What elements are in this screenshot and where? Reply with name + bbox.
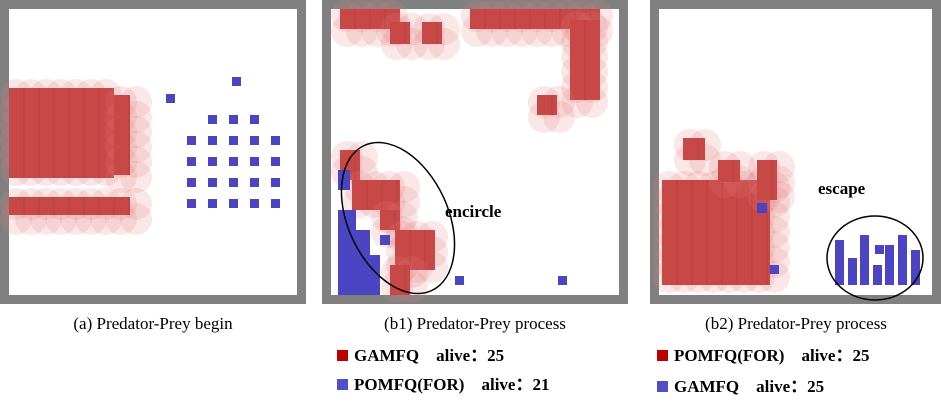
- prey: [208, 136, 217, 145]
- legend-entry: GAMFQ alive：25: [354, 346, 504, 365]
- predator-block: [757, 160, 777, 200]
- prey: [250, 157, 259, 166]
- prey: [229, 157, 238, 166]
- prey: [232, 77, 241, 86]
- caption: (a) Predator-Prey begin: [73, 314, 233, 333]
- prey: [229, 199, 238, 208]
- annotation: escape: [818, 179, 866, 198]
- predator-block: [9, 197, 130, 215]
- predator-block: [537, 95, 557, 115]
- prey: [271, 199, 280, 208]
- prey: [208, 157, 217, 166]
- prey: [873, 265, 882, 285]
- prey: [208, 178, 217, 187]
- legend-swatch: [657, 381, 668, 392]
- prey: [229, 136, 238, 145]
- prey: [250, 178, 259, 187]
- predator-block: [9, 88, 114, 178]
- legend-entry: GAMFQ alive：25: [674, 377, 824, 396]
- predator-block: [422, 22, 442, 44]
- prey: [187, 136, 196, 145]
- prey: [380, 235, 390, 245]
- prey: [885, 245, 894, 285]
- prey: [455, 276, 464, 285]
- predator-block: [683, 138, 705, 160]
- prey: [271, 178, 280, 187]
- predator-block: [352, 180, 400, 210]
- prey: [898, 235, 907, 285]
- prey: [208, 199, 217, 208]
- legend-entry: POMFQ(FOR) alive：21: [354, 375, 549, 394]
- legend-entry: POMFQ(FOR) alive：25: [674, 346, 869, 365]
- prey: [338, 210, 356, 295]
- caption: (b2) Predator-Prey process: [705, 314, 887, 333]
- legend-swatch: [337, 350, 348, 361]
- legend-swatch: [657, 350, 668, 361]
- prey: [229, 178, 238, 187]
- prey: [187, 157, 196, 166]
- prey: [875, 245, 884, 254]
- predator-block: [114, 95, 130, 175]
- prey: [848, 258, 857, 285]
- encircle-ellipse: [340, 141, 456, 295]
- predator-block: [395, 230, 435, 270]
- prey: [250, 199, 259, 208]
- prey: [757, 203, 767, 213]
- escape-ellipse: [826, 215, 924, 301]
- prey: [770, 265, 779, 274]
- predator-block: [470, 9, 600, 29]
- prey: [558, 276, 567, 285]
- prey: [229, 115, 238, 124]
- cells: [0, 0, 920, 303]
- prey: [860, 235, 869, 285]
- prey: [835, 240, 844, 285]
- predator-block: [390, 22, 410, 44]
- prey: [271, 136, 280, 145]
- prey: [356, 230, 370, 295]
- predator-block: [718, 160, 740, 182]
- prey: [911, 250, 920, 285]
- prey: [250, 115, 259, 124]
- prey: [208, 115, 217, 124]
- prey: [250, 136, 259, 145]
- prey: [271, 157, 280, 166]
- prey: [187, 178, 196, 187]
- prey: [187, 199, 196, 208]
- prey: [166, 94, 175, 103]
- legend-swatch: [337, 379, 348, 390]
- annotation: encircle: [445, 202, 502, 221]
- prey: [370, 255, 380, 295]
- caption: (b1) Predator-Prey process: [384, 314, 566, 333]
